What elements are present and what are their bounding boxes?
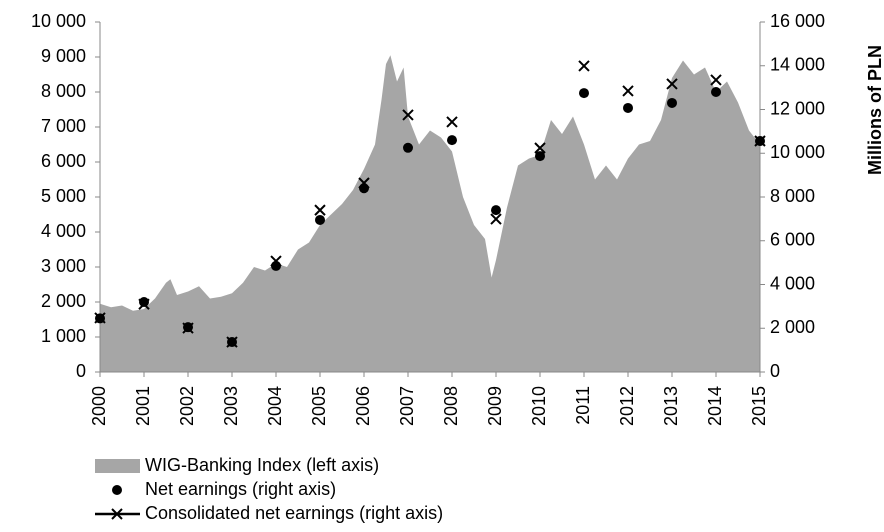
point: [623, 102, 633, 113]
y2-tick-label: 12 000: [770, 98, 825, 118]
area: [100, 55, 760, 372]
point: [314, 204, 326, 216]
point: [358, 177, 370, 189]
legend-label: Consolidated net earnings (right axis): [145, 503, 443, 523]
y-tick-label: 1 000: [41, 326, 86, 346]
y2-tick-label: 6 000: [770, 230, 815, 250]
point: [578, 60, 590, 72]
point: [666, 78, 678, 90]
y-tick-label: 6 000: [41, 151, 86, 171]
y-tick-label: 2 000: [41, 291, 86, 311]
y-tick-label: 3 000: [41, 256, 86, 276]
legend-swatch: [95, 459, 140, 473]
x-tick-label: 2010: [529, 386, 549, 426]
point: [182, 322, 194, 334]
point: [403, 142, 413, 153]
y-tick-label: 0: [76, 361, 86, 381]
x-tick-label: 2005: [309, 386, 329, 426]
y-tick-label: 8 000: [41, 81, 86, 101]
y-tick-label: 7 000: [41, 116, 86, 136]
x-tick-label: 2012: [617, 386, 637, 426]
point: [535, 151, 545, 162]
y2-tick-label: 16 000: [770, 11, 825, 31]
point: [226, 336, 238, 348]
point: [359, 183, 369, 194]
point: [315, 214, 325, 225]
x-tick-label: 2011: [573, 386, 593, 425]
x-tick-label: 2000: [89, 386, 109, 426]
point: [490, 213, 502, 225]
point: [491, 205, 501, 216]
y-tick-label: 10 000: [31, 11, 86, 31]
point: [711, 87, 721, 97]
point: [402, 109, 414, 121]
point: [710, 74, 722, 86]
x-tick-label: 2003: [221, 386, 241, 426]
point: [534, 142, 546, 154]
x-tick-label: 2015: [749, 386, 769, 426]
point: [754, 135, 766, 147]
x-tick-label: 2014: [705, 386, 725, 426]
point: [447, 135, 457, 146]
x-tick-label: 2013: [661, 386, 681, 426]
point: [94, 312, 106, 324]
point: [138, 298, 150, 310]
point: [579, 88, 589, 99]
legend-marker: [111, 508, 123, 520]
y2-axis-label: Millions of PLN: [865, 45, 884, 175]
y2-tick-label: 2 000: [770, 317, 815, 337]
y2-tick-label: 14 000: [770, 55, 825, 75]
point: [622, 85, 634, 97]
y2-tick-label: 8 000: [770, 186, 815, 206]
point: [667, 97, 677, 108]
legend-label: WIG-Banking Index (left axis): [145, 455, 379, 475]
legend-marker: [112, 485, 122, 495]
y2-tick-label: 0: [770, 361, 780, 381]
x-tick-label: 2007: [397, 386, 417, 426]
x-tick-label: 2001: [133, 386, 153, 426]
y2-tick-label: 10 000: [770, 142, 825, 162]
x-tick-label: 2009: [485, 386, 505, 426]
legend-label: Net earnings (right axis): [145, 479, 336, 499]
y-tick-label: 9 000: [41, 46, 86, 66]
x-tick-label: 2002: [177, 386, 197, 426]
point: [446, 116, 458, 128]
x-tick-label: 2008: [441, 386, 461, 426]
point: [270, 255, 282, 267]
x-tick-label: 2006: [353, 386, 373, 426]
y-tick-label: 4 000: [41, 221, 86, 241]
point: [139, 297, 149, 307]
y-tick-label: 5 000: [41, 186, 86, 206]
y2-tick-label: 4 000: [770, 273, 815, 293]
x-tick-label: 2004: [265, 386, 285, 426]
